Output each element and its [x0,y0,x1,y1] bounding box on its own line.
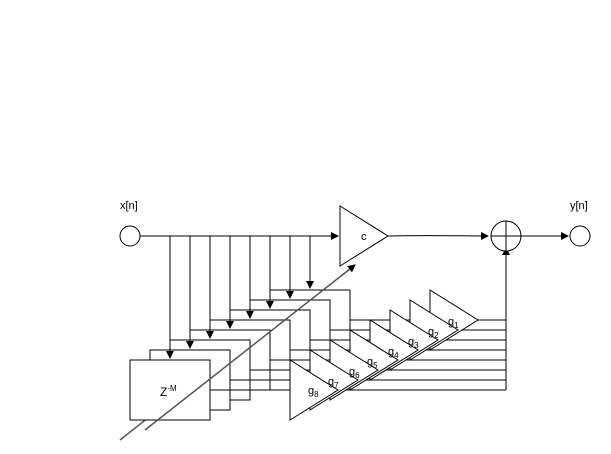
input-label: x[n] [120,200,138,212]
output-label: y[n] [570,200,588,212]
delay-label-exponent: -M [167,384,177,393]
input-node[interactable] [120,226,140,246]
delay-label-base: Z [160,385,167,399]
sum-node[interactable] [491,221,521,251]
output-node[interactable] [570,226,590,246]
direct-gain-label: c [361,231,367,243]
